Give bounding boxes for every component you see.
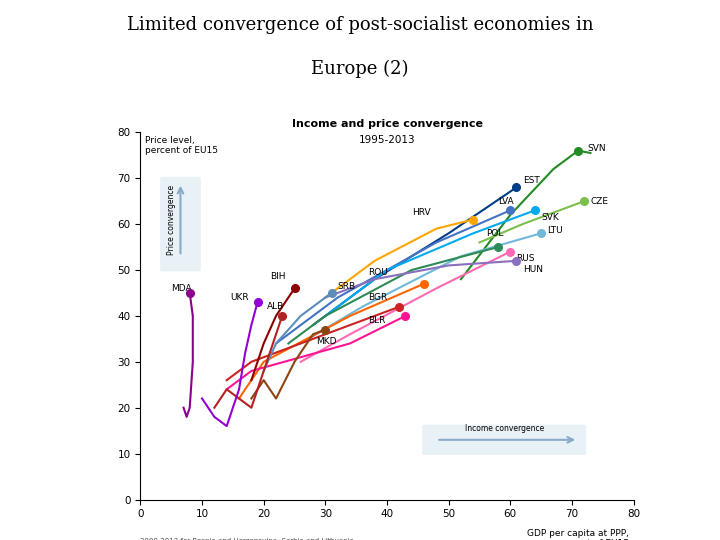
FancyBboxPatch shape (160, 177, 201, 272)
Text: GDP per capita at PPP,
percent of EU15: GDP per capita at PPP, percent of EU15 (527, 529, 629, 540)
Text: BGR: BGR (369, 293, 388, 302)
Text: SVN: SVN (588, 144, 606, 153)
Text: ALB: ALB (267, 302, 284, 311)
Text: Income and price convergence: Income and price convergence (292, 119, 482, 129)
Text: Limited convergence of post-socialist economies in: Limited convergence of post-socialist ec… (127, 16, 593, 34)
Text: SVK: SVK (541, 213, 559, 221)
Text: 2000-2013 for Bosnia and Herzegovina, Serbia and Lithuania: 2000-2013 for Bosnia and Herzegovina, Se… (140, 538, 354, 540)
Text: EST: EST (523, 176, 539, 185)
Text: BLR: BLR (369, 316, 386, 325)
Text: HRV: HRV (412, 208, 431, 217)
Text: POL: POL (486, 229, 503, 238)
Text: SRB: SRB (338, 282, 356, 291)
Text: BIH: BIH (270, 273, 285, 281)
Text: MKD: MKD (316, 336, 337, 346)
Text: MDA: MDA (171, 284, 192, 293)
Text: Income convergence: Income convergence (464, 424, 544, 433)
Text: CZE: CZE (590, 197, 608, 206)
Text: ROU: ROU (369, 268, 388, 277)
Text: RUS: RUS (516, 254, 535, 263)
Text: HUN: HUN (523, 265, 543, 274)
Text: UKR: UKR (230, 293, 248, 302)
Text: LVA: LVA (498, 197, 513, 206)
Text: Europe (2): Europe (2) (311, 59, 409, 78)
FancyBboxPatch shape (422, 424, 586, 455)
Text: LTU: LTU (547, 226, 563, 235)
Text: Price level,
percent of EU15: Price level, percent of EU15 (145, 136, 218, 156)
Text: 1995-2013: 1995-2013 (359, 135, 415, 145)
Text: Price convergence: Price convergence (167, 185, 176, 254)
